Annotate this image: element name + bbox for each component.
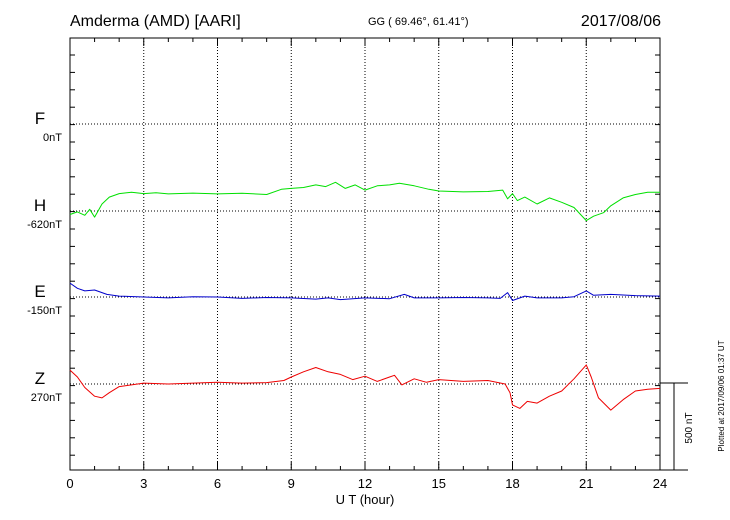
x-tick-label: 3 xyxy=(140,476,147,491)
axis-ticks xyxy=(69,38,661,470)
component-label-z: Z xyxy=(35,369,45,388)
scale-bar-label: 500 nT xyxy=(684,412,695,443)
baseline-label-e: -150nT xyxy=(27,305,62,317)
x-tick-label: 0 xyxy=(66,476,73,491)
baseline-label-h: -620nT xyxy=(27,219,62,231)
vertical-gridlines xyxy=(143,38,587,470)
baseline-label-f: 0nT xyxy=(43,132,62,144)
x-tick-label: 24 xyxy=(653,476,667,491)
x-tick-label: 6 xyxy=(214,476,221,491)
component-label-e: E xyxy=(34,282,45,301)
series-line-z xyxy=(69,364,661,411)
series-lines xyxy=(69,181,661,411)
x-tick-label: 18 xyxy=(505,476,519,491)
plotted-at-note: Plotted at 2017/09/06 01:37 UT xyxy=(717,340,726,451)
component-label-f: F xyxy=(35,109,45,128)
x-tick-label: 9 xyxy=(288,476,295,491)
station-title: Amderma (AMD) [AARI] xyxy=(70,13,241,30)
x-axis-label: U T (hour) xyxy=(336,492,395,507)
coordinates-label: GG ( 69.46°, 61.41°) xyxy=(368,16,469,28)
baseline-label-z: 270nT xyxy=(31,392,62,404)
x-tick-label: 21 xyxy=(579,476,593,491)
component-label-h: H xyxy=(34,196,46,215)
horizontal-gridlines xyxy=(70,123,660,385)
date-label: 2017/08/06 xyxy=(581,13,661,30)
x-tick-label: 15 xyxy=(432,476,446,491)
series-line-h xyxy=(69,181,660,222)
x-tick-labels: 0 3 6 9 12 15 18 21 24 xyxy=(66,476,667,491)
series-line-e xyxy=(69,282,661,301)
x-tick-label: 12 xyxy=(358,476,372,491)
